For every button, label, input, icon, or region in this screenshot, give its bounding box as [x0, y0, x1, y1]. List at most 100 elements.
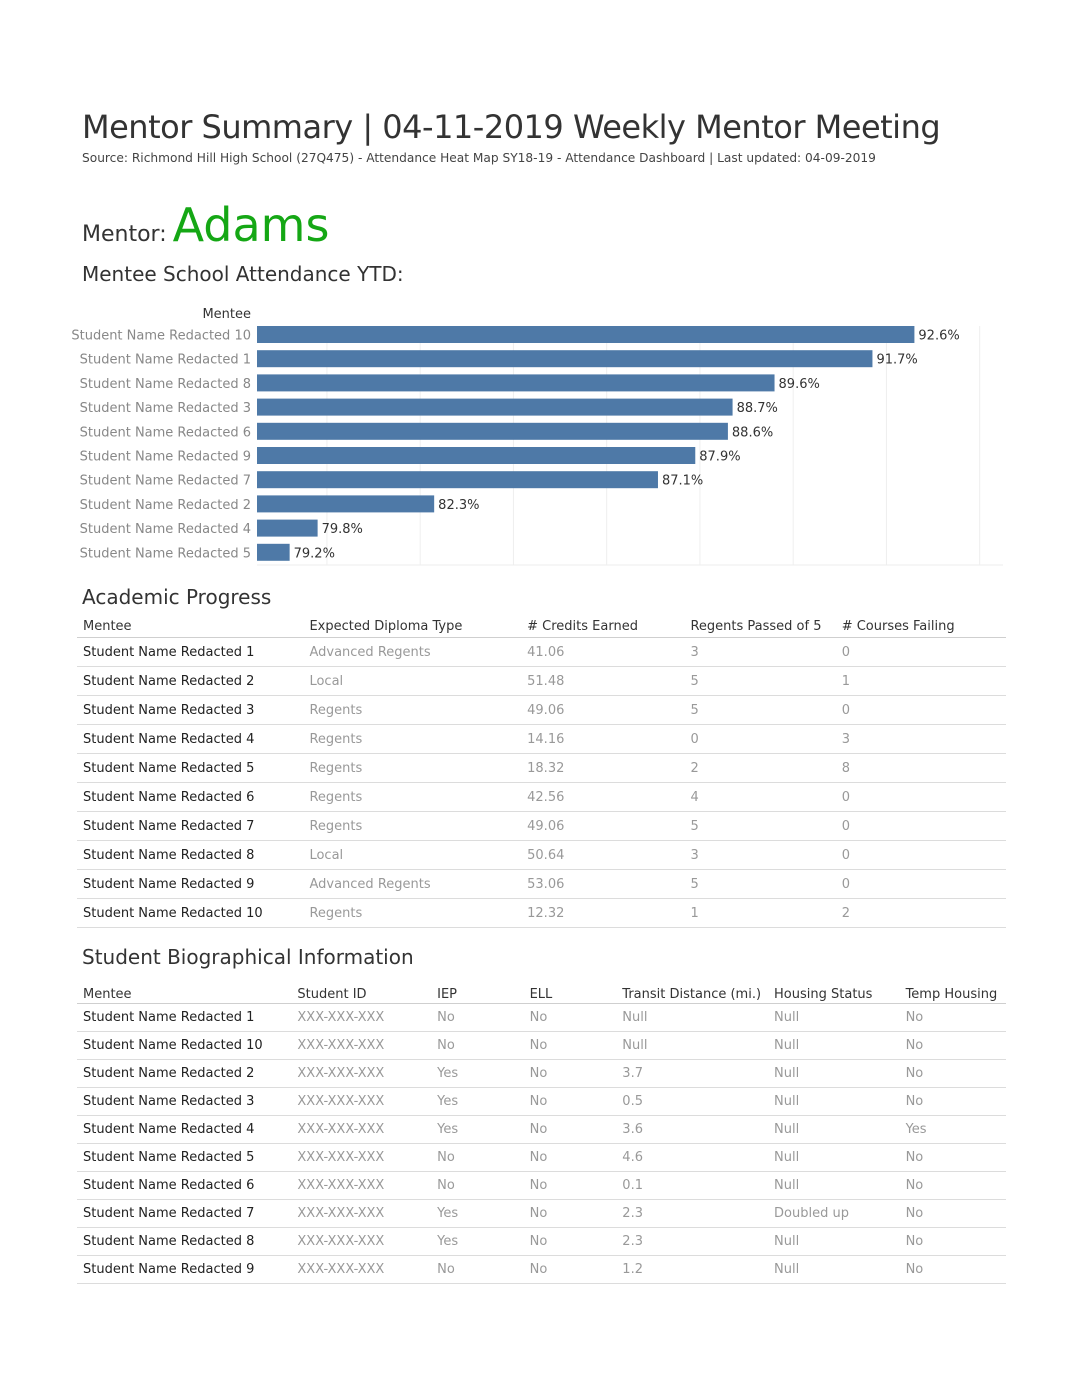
column-header: Transit Distance (mi.) — [616, 985, 769, 1004]
table-cell: Null — [768, 1087, 900, 1116]
table-cell: 0 — [835, 637, 1006, 667]
category-label: Student Name Redacted 1 — [80, 353, 251, 368]
bar — [257, 350, 873, 368]
table-row: Student Name Redacted 2 XXX-XXX-XXX Yes No 3… — [77, 1059, 1006, 1088]
table-cell: Student Name Redacted 9 — [77, 869, 304, 899]
table-cell: Null — [768, 1115, 900, 1144]
table-cell: 0.5 — [616, 1087, 769, 1116]
attendance-bar-chart: Mentee Student Name Redacted 10 92.6% Stude… — [71, 307, 1003, 566]
table-cell: 42.56 — [521, 782, 685, 812]
table-cell: 3.7 — [616, 1059, 769, 1088]
bar — [257, 495, 435, 513]
table-cell: 2.3 — [616, 1227, 769, 1256]
table-cell: 0 — [835, 840, 1006, 870]
table-cell: Student Name Redacted 5 — [77, 1143, 292, 1172]
academic-heading: Academic Progress — [82, 585, 272, 609]
table-header-row: Mentee Student ID IEP ELL Transit Distance (… — [77, 985, 1006, 1004]
table-cell: 3 — [835, 724, 1006, 754]
table-row: Student Name Redacted 4 XXX-XXX-XXX Yes No 3… — [77, 1115, 1006, 1144]
data-label: 88.7% — [737, 401, 778, 416]
table-cell: No — [899, 1003, 1006, 1032]
data-label: 79.2% — [294, 546, 335, 561]
table-cell: XXX-XXX-XXX — [291, 1143, 432, 1172]
table-cell: 0 — [835, 695, 1006, 725]
category-label: Student Name Redacted 10 — [71, 329, 251, 344]
table-cell: Yes — [431, 1059, 524, 1088]
mentor-name: Adams — [172, 198, 330, 252]
column-header: Student ID — [291, 985, 432, 1004]
table-cell: 18.32 — [521, 753, 685, 783]
table-cell: 53.06 — [521, 869, 685, 899]
table-cell: Yes — [431, 1199, 524, 1228]
table-cell: Null — [768, 1227, 900, 1256]
table-cell: Local — [303, 666, 522, 696]
table-cell: 2 — [684, 753, 836, 783]
bar — [257, 543, 290, 561]
table-row: Student Name Redacted 5 XXX-XXX-XXX No No 4.… — [77, 1143, 1006, 1172]
table-row: Student Name Redacted 10 XXX-XXX-XXX No No N… — [77, 1031, 1006, 1060]
table-cell: Student Name Redacted 6 — [77, 782, 304, 812]
category-label: Student Name Redacted 4 — [80, 522, 251, 537]
table-cell: Regents — [303, 695, 522, 725]
table-cell: Regents — [303, 782, 522, 812]
table-cell: Yes — [899, 1115, 1006, 1144]
table-cell: XXX-XXX-XXX — [291, 1087, 432, 1116]
table-cell: 5 — [684, 811, 836, 841]
table-cell: Student Name Redacted 2 — [77, 1059, 292, 1088]
table-cell: 4 — [684, 782, 836, 812]
table-cell: XXX-XXX-XXX — [291, 1059, 432, 1088]
bar — [257, 471, 658, 489]
category-label: Student Name Redacted 5 — [80, 546, 251, 561]
data-label: 79.8% — [322, 522, 363, 537]
table-cell: Null — [768, 1003, 900, 1032]
table-row: Student Name Redacted 3 Regents 49.06 5 0 — [77, 695, 1006, 725]
table-cell: Regents — [303, 898, 522, 928]
table-cell: XXX-XXX-XXX — [291, 1115, 432, 1144]
table-cell: 4.6 — [616, 1143, 769, 1172]
column-header: Housing Status — [768, 985, 900, 1004]
bar — [257, 519, 318, 537]
table-cell: No — [899, 1087, 1006, 1116]
category-label: Student Name Redacted 3 — [80, 401, 251, 416]
column-header: ELL — [523, 985, 617, 1004]
table-cell: Advanced Regents — [303, 869, 522, 899]
table-cell: 0 — [684, 724, 836, 754]
table-cell: 2 — [835, 898, 1006, 928]
table-cell: Student Name Redacted 1 — [77, 1003, 292, 1032]
table-cell: No — [899, 1227, 1006, 1256]
table-cell: 41.06 — [521, 637, 685, 667]
column-header: IEP — [431, 985, 524, 1004]
table-cell: No — [431, 1031, 524, 1060]
table-cell: Advanced Regents — [303, 637, 522, 667]
table-cell: Null — [768, 1031, 900, 1060]
bar — [257, 398, 733, 416]
table-cell: 3 — [684, 637, 836, 667]
table-row: Student Name Redacted 9 Advanced Regents 5… — [77, 869, 1006, 899]
column-header: Mentee — [77, 615, 304, 638]
table-cell: 12.32 — [521, 898, 685, 928]
table-cell: No — [899, 1031, 1006, 1060]
table-cell: Student Name Redacted 2 — [77, 666, 304, 696]
table-cell: Student Name Redacted 10 — [77, 1031, 292, 1060]
bar — [257, 374, 775, 392]
table-cell: 3 — [684, 840, 836, 870]
column-header: Mentee — [77, 985, 292, 1004]
table-cell: No — [431, 1255, 524, 1284]
table-row: Student Name Redacted 5 Regents 18.32 2 8 — [77, 753, 1006, 783]
table-row: Student Name Redacted 7 XXX-XXX-XXX Yes No 2… — [77, 1199, 1006, 1228]
category-label: Student Name Redacted 6 — [80, 425, 251, 440]
table-cell: Student Name Redacted 9 — [77, 1255, 292, 1284]
table-cell: 49.06 — [521, 811, 685, 841]
table-cell: Student Name Redacted 8 — [77, 840, 304, 870]
table-cell: Student Name Redacted 3 — [77, 695, 304, 725]
column-header: Regents Passed of 5 — [684, 615, 836, 638]
data-label: 89.6% — [779, 377, 820, 392]
table-cell: No — [523, 1143, 617, 1172]
table-cell: Student Name Redacted 10 — [77, 898, 304, 928]
table-header-row: Mentee Expected Diploma Type # Credits Ear… — [77, 615, 1006, 638]
table-cell: 1.2 — [616, 1255, 769, 1284]
table-cell: Student Name Redacted 4 — [77, 1115, 292, 1144]
table-cell: Null — [616, 1031, 769, 1060]
mentor-label: Mentor: — [82, 222, 167, 247]
